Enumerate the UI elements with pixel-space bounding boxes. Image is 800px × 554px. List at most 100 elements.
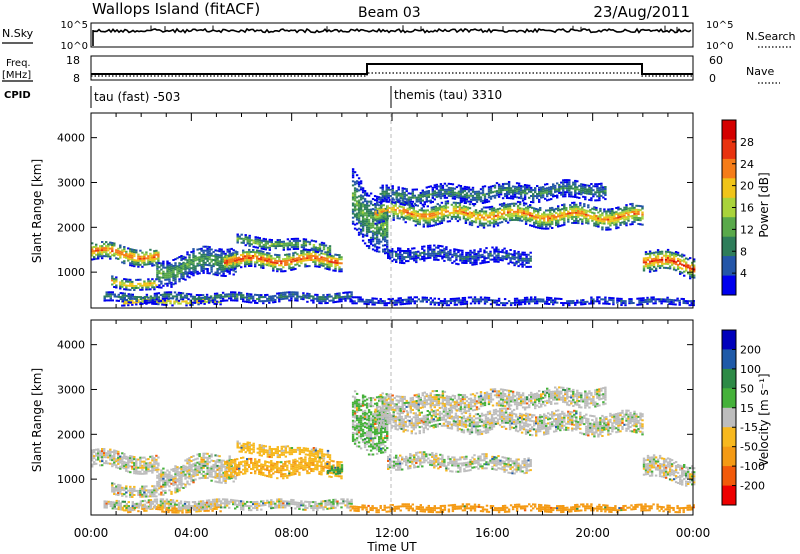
power-cell bbox=[468, 213, 472, 216]
power-cell bbox=[409, 298, 412, 301]
power-cell bbox=[563, 209, 566, 212]
power-cell bbox=[365, 300, 368, 303]
power-cell bbox=[411, 257, 414, 260]
power-cell bbox=[469, 198, 473, 201]
power-cell bbox=[401, 249, 404, 252]
power-cell bbox=[687, 264, 690, 267]
power-cell bbox=[455, 186, 459, 189]
power-cell bbox=[288, 255, 291, 258]
power-cell bbox=[218, 248, 221, 251]
power-cell bbox=[652, 270, 656, 272]
power-cell bbox=[137, 301, 140, 304]
power-cell bbox=[487, 188, 491, 191]
power-cell bbox=[397, 200, 400, 203]
power-cell bbox=[318, 243, 322, 246]
power-cell bbox=[394, 208, 397, 211]
power-cell bbox=[522, 210, 526, 213]
power-cell bbox=[246, 298, 249, 301]
power-cell bbox=[473, 255, 476, 258]
power-cell bbox=[397, 299, 400, 302]
power-cell bbox=[419, 252, 422, 255]
power-cell bbox=[624, 302, 627, 305]
power-cell bbox=[113, 293, 116, 296]
power-cell bbox=[194, 265, 197, 268]
power-cell bbox=[558, 192, 561, 194]
power-cell bbox=[222, 264, 225, 267]
power-cell bbox=[517, 303, 521, 306]
power-cell bbox=[638, 299, 641, 302]
velocity-cell bbox=[141, 466, 144, 469]
power-cell bbox=[260, 266, 263, 269]
power-cell bbox=[278, 264, 281, 267]
power-cell bbox=[472, 214, 476, 217]
power-cell bbox=[618, 299, 621, 302]
power-cell bbox=[262, 263, 265, 265]
power-cell bbox=[459, 195, 463, 198]
power-cell bbox=[328, 245, 332, 248]
power-cell bbox=[202, 259, 205, 262]
power-cell bbox=[328, 262, 331, 265]
power-cell bbox=[433, 198, 436, 201]
power-cell bbox=[284, 260, 287, 262]
velocity-cell bbox=[95, 454, 98, 457]
power-cell bbox=[418, 221, 421, 224]
power-cell bbox=[380, 224, 383, 227]
power-cell bbox=[432, 210, 435, 213]
power-cell bbox=[594, 300, 597, 303]
power-cell bbox=[109, 255, 112, 258]
power-cell bbox=[264, 296, 267, 298]
power-cell bbox=[149, 260, 152, 263]
power-cell bbox=[268, 256, 271, 259]
power-cell bbox=[296, 243, 300, 246]
power-cell bbox=[392, 210, 395, 213]
power-cell bbox=[268, 244, 271, 247]
power-cell bbox=[278, 256, 281, 259]
power-cell bbox=[292, 237, 296, 240]
power-cell bbox=[623, 214, 626, 217]
power-cell bbox=[627, 219, 630, 222]
power-cell bbox=[306, 294, 309, 297]
power-cell bbox=[178, 256, 181, 259]
power-cell bbox=[442, 209, 446, 212]
power-cell bbox=[375, 211, 379, 214]
power-cell bbox=[163, 293, 167, 296]
power-cell bbox=[175, 295, 179, 298]
power-cell bbox=[371, 230, 375, 233]
power-cell bbox=[280, 296, 283, 299]
power-cell bbox=[109, 257, 112, 260]
velocity-cell bbox=[97, 456, 100, 459]
velocity-cell bbox=[105, 452, 108, 455]
power-cell bbox=[401, 262, 404, 264]
power-cell bbox=[318, 263, 321, 266]
power-cell bbox=[603, 220, 606, 223]
power-cell bbox=[176, 271, 179, 274]
power-cell bbox=[290, 293, 293, 296]
power-cell bbox=[155, 292, 159, 295]
power-cell bbox=[320, 296, 323, 299]
power-cell bbox=[525, 257, 528, 260]
power-cell bbox=[468, 215, 472, 218]
power-cell bbox=[188, 260, 191, 263]
power-cell bbox=[594, 185, 597, 188]
velocity-cell bbox=[139, 464, 142, 467]
power-cell bbox=[652, 251, 656, 254]
power-cell bbox=[119, 250, 122, 253]
power-cell bbox=[371, 238, 375, 241]
power-cell bbox=[532, 195, 535, 198]
power-cell bbox=[156, 267, 159, 270]
power-cell bbox=[234, 291, 237, 294]
power-cell bbox=[531, 216, 534, 219]
power-cell bbox=[378, 198, 381, 201]
power-cell bbox=[465, 258, 468, 260]
power-cell bbox=[537, 222, 540, 225]
power-cell bbox=[442, 217, 446, 220]
power-cell bbox=[660, 252, 664, 255]
power-cell bbox=[553, 218, 556, 221]
power-cell bbox=[363, 234, 367, 237]
power-cell bbox=[91, 258, 94, 261]
power-cell bbox=[455, 299, 459, 302]
power-cell bbox=[670, 259, 674, 262]
power-cell bbox=[244, 251, 247, 254]
power-cell bbox=[437, 258, 440, 261]
power-cell bbox=[449, 195, 453, 198]
